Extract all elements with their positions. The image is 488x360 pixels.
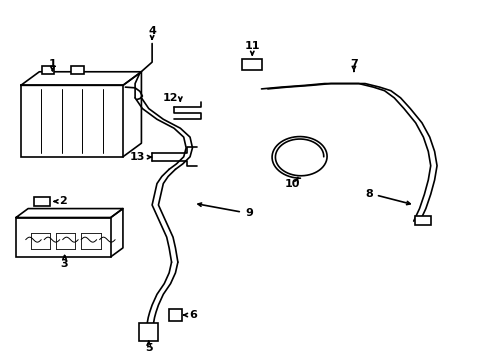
Text: 10: 10 [284,179,299,189]
Text: 9: 9 [245,208,253,218]
Bar [242,59,262,70]
Bar [16,217,111,257]
Bar [168,309,182,321]
Text: 4: 4 [148,26,156,36]
Bar [71,66,83,73]
Text: 8: 8 [365,189,372,199]
Text: 1: 1 [48,59,56,69]
Bar [414,216,430,225]
Text: 5: 5 [144,343,152,353]
Text: 3: 3 [61,259,68,269]
Text: 2: 2 [59,197,66,206]
Text: 7: 7 [349,59,357,69]
Text: 13: 13 [130,152,145,162]
Bar [41,66,54,73]
Text: 12: 12 [163,93,178,103]
Bar [34,197,50,206]
Text: 11: 11 [244,41,260,51]
Text: 6: 6 [189,310,197,320]
Bar [139,323,158,342]
Bar [21,85,122,157]
